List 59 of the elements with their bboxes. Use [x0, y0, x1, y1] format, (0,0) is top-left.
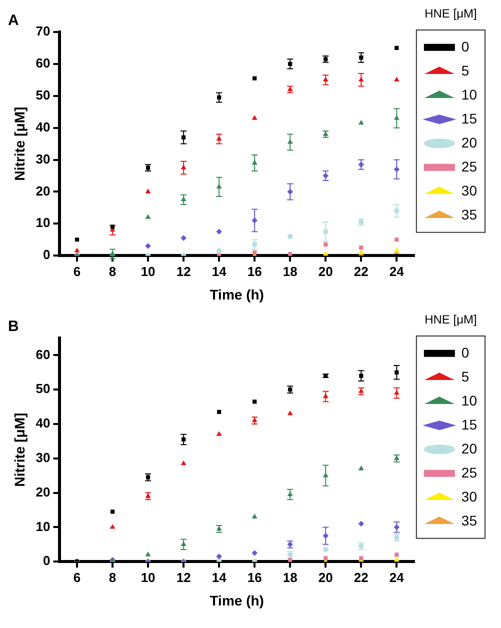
x-tick-label: 24 — [389, 570, 405, 585]
legend-label: 20 — [461, 134, 478, 150]
y-tick-label: 20 — [36, 183, 50, 198]
y-tick-label: 20 — [36, 484, 50, 500]
legend-label: 10 — [461, 392, 478, 408]
y-tick-label: 10 — [36, 518, 50, 534]
x-tick-label: 6 — [73, 264, 81, 279]
legend-label: 15 — [461, 416, 478, 432]
legend-title: HNE [μM] — [424, 312, 477, 326]
x-tick-label: 20 — [318, 570, 333, 585]
legend-label: 35 — [461, 206, 478, 222]
x-tick-label: 16 — [247, 264, 262, 279]
legend-label: 25 — [461, 464, 478, 480]
chart-title: A — [8, 12, 19, 30]
legend-label: 5 — [461, 62, 470, 78]
y-tick-label: 60 — [36, 346, 50, 362]
y-tick-label: 40 — [36, 119, 50, 134]
y-axis-title: Nitrite [μM] — [11, 412, 28, 487]
x-axis-title: Time (h) — [210, 286, 264, 302]
x-tick-label: 8 — [108, 570, 116, 585]
legend-title: HNE [μM] — [424, 6, 477, 20]
legend-label: 30 — [461, 182, 478, 198]
x-tick-label: 10 — [140, 264, 156, 279]
y-tick-label: 30 — [36, 151, 50, 166]
x-tick-label: 18 — [282, 570, 298, 585]
legend-label: 25 — [461, 158, 478, 174]
x-tick-label: 8 — [108, 264, 116, 279]
x-tick-label: 24 — [389, 264, 405, 279]
y-tick-label: 60 — [36, 56, 50, 71]
chart-title: B — [8, 318, 19, 336]
x-axis-title: Time (h) — [210, 592, 264, 608]
legend-label: 5 — [461, 368, 470, 384]
y-tick-label: 40 — [36, 416, 50, 431]
x-tick-label: 14 — [212, 570, 228, 585]
x-tick-label: 12 — [176, 264, 191, 279]
y-tick-label: 50 — [36, 87, 50, 102]
y-tick-label: 10 — [36, 215, 50, 230]
legend-label: 0 — [461, 38, 470, 54]
x-tick-label: 20 — [318, 264, 333, 279]
x-tick-label: 10 — [140, 570, 156, 585]
x-tick-label: 22 — [354, 570, 368, 585]
y-axis-title: Nitrite [μM] — [11, 106, 28, 181]
legend-label: 35 — [461, 512, 478, 528]
x-tick-label: 12 — [176, 570, 191, 585]
legend-label: 15 — [461, 110, 478, 126]
y-tick-label: 0 — [43, 553, 50, 568]
x-tick-label: 16 — [247, 570, 262, 585]
legend-label: 10 — [461, 86, 478, 102]
legend-label: 20 — [461, 440, 478, 456]
legend-label: 0 — [461, 344, 470, 360]
x-tick-label: 6 — [73, 570, 81, 585]
legend-label: 30 — [461, 488, 478, 504]
y-tick-label: 0 — [43, 247, 50, 262]
x-tick-label: 14 — [212, 264, 228, 279]
y-tick-label: 30 — [36, 450, 50, 465]
y-tick-label: 50 — [36, 381, 50, 396]
x-tick-label: 22 — [354, 264, 368, 279]
y-tick-label: 70 — [36, 24, 50, 39]
x-tick-label: 18 — [282, 264, 298, 279]
